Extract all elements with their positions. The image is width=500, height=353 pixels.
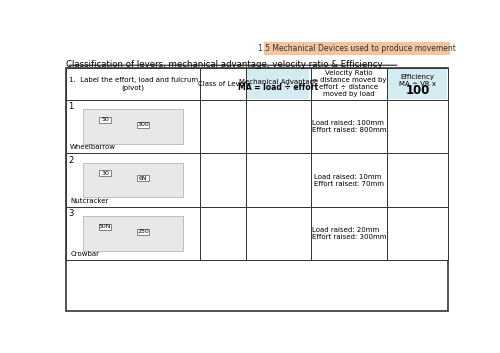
Text: Load raised: 100mm
Effort raised: 800mm: Load raised: 100mm Effort raised: 800mm <box>312 120 386 133</box>
Text: 3: 3 <box>68 209 73 218</box>
FancyBboxPatch shape <box>264 42 450 55</box>
Bar <box>200 100 246 153</box>
Text: 50N: 50N <box>99 224 112 229</box>
Text: Crowbar: Crowbar <box>70 251 99 257</box>
Bar <box>310 100 387 153</box>
Bar <box>246 100 310 153</box>
Text: Mechanical Advantage: Mechanical Advantage <box>238 79 318 85</box>
Bar <box>66 68 448 311</box>
Text: 1: 1 <box>68 102 73 111</box>
Text: Load raised: 20mm
Effort raised: 300mm: Load raised: 20mm Effort raised: 300mm <box>312 227 386 240</box>
Bar <box>387 153 448 207</box>
Text: 250: 250 <box>138 229 149 234</box>
Bar <box>66 100 200 153</box>
Bar <box>387 100 448 153</box>
Bar <box>66 153 200 207</box>
Text: 300: 300 <box>138 122 149 127</box>
Text: 2: 2 <box>68 156 73 164</box>
FancyBboxPatch shape <box>388 69 447 99</box>
Bar <box>200 153 246 207</box>
Text: Efficiency
MA ÷ VR x: Efficiency MA ÷ VR x <box>399 74 436 87</box>
Text: Nutcracker: Nutcracker <box>70 198 108 204</box>
Bar <box>83 109 184 144</box>
Text: 50: 50 <box>101 117 109 122</box>
Bar <box>310 153 387 207</box>
Bar <box>246 207 310 261</box>
Text: 100: 100 <box>406 84 429 97</box>
Bar <box>310 68 387 100</box>
Text: 1.5 Mechanical Devices used to produce movement: 1.5 Mechanical Devices used to produce m… <box>258 44 456 53</box>
Text: Load raised: 10mm
Effort raised: 70mm: Load raised: 10mm Effort raised: 70mm <box>314 174 384 187</box>
Text: Classification of levers, mechanical advantage, velocity ratio & Efficiency: Classification of levers, mechanical adv… <box>66 60 383 69</box>
Text: MA = load ÷ effort: MA = load ÷ effort <box>238 83 318 92</box>
Bar <box>83 216 184 251</box>
Text: Class of Lever: Class of Lever <box>198 81 247 87</box>
FancyBboxPatch shape <box>247 69 310 99</box>
Bar <box>66 207 200 261</box>
Text: 1.  Label the effort, load and fulcrum
(pivot): 1. Label the effort, load and fulcrum (p… <box>68 77 198 91</box>
Text: Velocity Ratio
= distance moved by
effort ÷ distance
moved by load: Velocity Ratio = distance moved by effor… <box>312 71 386 97</box>
Text: Wheelbarrow: Wheelbarrow <box>70 144 116 150</box>
FancyBboxPatch shape <box>99 116 112 122</box>
Bar <box>387 207 448 261</box>
Bar <box>246 153 310 207</box>
Bar <box>310 207 387 261</box>
FancyBboxPatch shape <box>99 224 112 230</box>
FancyBboxPatch shape <box>137 175 149 181</box>
Text: 30: 30 <box>101 170 109 176</box>
FancyBboxPatch shape <box>137 122 149 128</box>
Text: 6N: 6N <box>139 176 147 181</box>
FancyBboxPatch shape <box>99 170 112 176</box>
Bar <box>200 207 246 261</box>
Bar <box>200 68 246 100</box>
Bar <box>387 68 448 100</box>
FancyBboxPatch shape <box>137 229 149 235</box>
Bar <box>83 163 184 197</box>
Bar <box>246 68 310 100</box>
Bar <box>66 68 200 100</box>
